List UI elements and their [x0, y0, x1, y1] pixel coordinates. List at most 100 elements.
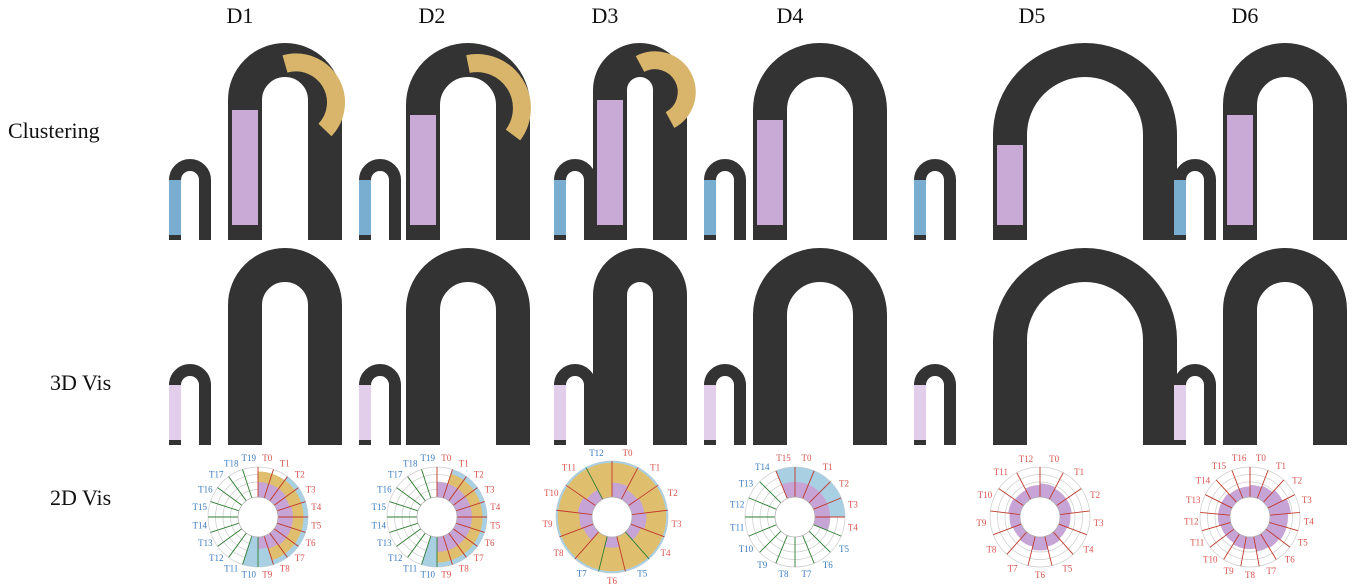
segment-label: T0 — [802, 453, 812, 463]
segment-label: T7 — [1266, 566, 1276, 576]
segment-label: T7 — [802, 569, 812, 579]
segment-label: T1 — [1276, 461, 1286, 471]
segment-label: T10 — [242, 569, 257, 579]
segment-label: T7 — [1008, 563, 1018, 573]
segment-label: T15 — [371, 502, 386, 512]
segment-label: T6 — [1035, 570, 1045, 580]
segment-label: T16 — [377, 484, 392, 494]
segment-label: T1 — [459, 458, 469, 468]
vessel — [1240, 60, 1330, 240]
segment-label: T12 — [1184, 517, 1199, 527]
segment-label: T9 — [976, 518, 986, 528]
segment-label: T12 — [730, 500, 745, 510]
segment-label: T0 — [623, 448, 633, 458]
column-header: D1 — [227, 3, 254, 28]
segment-label: T5 — [637, 569, 647, 579]
figure: Clustering 3D Vis 2D Vis D1T0T1T2T3T4T5T… — [0, 0, 1355, 585]
segment-label: T16 — [198, 484, 213, 494]
segment-label: T14 — [755, 462, 770, 472]
segment-label: T0 — [441, 453, 451, 463]
segment-label: T8 — [554, 548, 564, 558]
segment-label: T4 — [311, 502, 321, 512]
segment-label: T2 — [839, 478, 849, 488]
segment-label: T15 — [776, 453, 791, 463]
vessel — [1240, 265, 1330, 445]
vessel — [770, 60, 870, 240]
segment-label: T14 — [1196, 476, 1211, 486]
segment-label: T3 — [848, 500, 858, 510]
vessel — [423, 265, 513, 445]
segment-label: T13 — [377, 538, 392, 548]
segment-label: T18 — [403, 458, 418, 468]
segment-label: T18 — [224, 458, 239, 468]
segment-label: T12 — [388, 553, 403, 563]
segment-label: T12 — [1019, 454, 1034, 464]
segment-label: T5 — [1298, 537, 1308, 547]
row-label: Clustering — [8, 118, 100, 143]
segment-label: T3 — [485, 484, 495, 494]
vessel — [770, 265, 870, 445]
spoke — [749, 525, 777, 536]
segment-label: T1 — [650, 462, 660, 472]
column-header: D3 — [592, 3, 619, 28]
segment-label: T19 — [421, 453, 436, 463]
segment-label: T12 — [589, 448, 604, 458]
segment-label: T8 — [1245, 570, 1255, 580]
segment-label: T8 — [986, 545, 996, 555]
segment-label: T17 — [388, 469, 403, 479]
segment-label: T3 — [1094, 518, 1104, 528]
polar-hole — [1020, 497, 1060, 537]
segment-label: T15 — [1212, 461, 1227, 471]
polar-hole — [592, 497, 632, 537]
segment-label: T11 — [730, 523, 744, 533]
row-label: 3D Vis — [50, 370, 111, 395]
spoke — [760, 531, 781, 552]
segment-label: T11 — [562, 462, 576, 472]
segment-label: T2 — [1292, 476, 1302, 486]
column-header: D6 — [1232, 3, 1259, 28]
segment-label: T4 — [660, 548, 670, 558]
spoke — [749, 498, 777, 509]
segment-label: T6 — [607, 576, 617, 585]
segment-label: T10 — [1203, 555, 1218, 565]
segment-label: T5 — [311, 520, 321, 530]
segment-label: T4 — [490, 502, 500, 512]
segment-label: T5 — [490, 520, 500, 530]
segment-label: T3 — [306, 484, 316, 494]
segment-label: T8 — [778, 569, 788, 579]
segment-label: T3 — [672, 519, 682, 529]
segment-label: T17 — [209, 469, 224, 479]
segment-label: T10 — [544, 488, 559, 498]
segment-label: T15 — [192, 502, 207, 512]
segment-label: T13 — [198, 538, 213, 548]
segment-label: T6 — [485, 538, 495, 548]
segment-label: T10 — [739, 544, 754, 554]
segment-label: T2 — [668, 488, 678, 498]
segment-label: T16 — [1232, 453, 1247, 463]
row-label: 2D Vis — [50, 485, 111, 510]
segment-label: T1 — [280, 458, 290, 468]
segment-label: T10 — [421, 569, 436, 579]
segment-label: T4 — [848, 523, 858, 533]
segment-label: T11 — [1190, 537, 1204, 547]
segment-label: T9 — [441, 569, 451, 579]
vessel — [1010, 265, 1160, 445]
segment-label: T0 — [1049, 454, 1059, 464]
segment-label: T11 — [224, 564, 238, 574]
spoke — [776, 535, 787, 563]
segment-label: T2 — [474, 469, 484, 479]
segment-label: T13 — [1186, 495, 1201, 505]
segment-label: T7 — [295, 553, 305, 563]
segment-label: T19 — [242, 453, 257, 463]
segment-label: T6 — [823, 560, 833, 570]
segment-label: T3 — [1302, 495, 1312, 505]
column-header: D2 — [419, 3, 446, 28]
spoke — [809, 531, 830, 552]
column-header: D5 — [1019, 3, 1046, 28]
polar-hole — [775, 497, 815, 537]
segment-label: T10 — [978, 490, 993, 500]
segment-label: T11 — [403, 564, 417, 574]
spoke — [803, 535, 814, 563]
column-header: D4 — [777, 3, 804, 28]
polar-hole — [417, 497, 457, 537]
